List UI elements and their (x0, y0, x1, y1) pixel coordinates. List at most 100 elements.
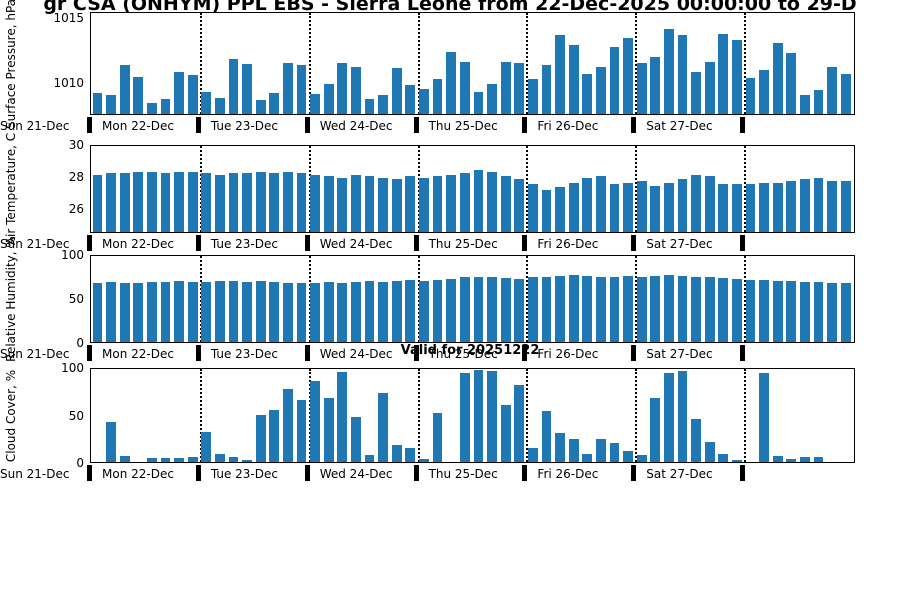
bar (106, 281, 116, 342)
bar (555, 433, 565, 462)
bar (269, 410, 280, 462)
bar (310, 381, 320, 462)
y-axis-label: Relative Humidity, % (4, 236, 18, 362)
bar (228, 59, 239, 114)
bar (745, 77, 756, 114)
bar (296, 282, 307, 342)
bar (459, 372, 470, 462)
bar (636, 454, 647, 462)
x-day-label: Tue 23-Dec (210, 237, 278, 251)
bar (269, 92, 280, 114)
bar (827, 66, 838, 114)
bar (405, 85, 416, 114)
bar (487, 84, 497, 114)
bar (174, 171, 184, 232)
bar (623, 275, 633, 342)
day-boundary-gridline (417, 146, 420, 232)
bar (527, 448, 538, 462)
bar (201, 281, 212, 342)
bar (827, 282, 838, 342)
x-axis-row: Sun 21-Dec Mon 22-Dec Tue 23-Dec Wed 24-Dec… (0, 465, 900, 483)
bar (283, 171, 293, 232)
x-tick-mark (413, 235, 419, 251)
bar (283, 389, 293, 462)
bar (378, 95, 389, 114)
bar (745, 279, 756, 342)
bar (323, 281, 334, 342)
bar (405, 279, 416, 342)
bar (133, 171, 144, 232)
x-day-label: Mon 22-Dec (102, 467, 174, 481)
day-boundary-gridline (635, 256, 638, 342)
bar (106, 421, 116, 462)
x-tick-mark (740, 117, 746, 133)
bar (568, 274, 579, 342)
x-tick-mark (631, 117, 637, 133)
bar (623, 182, 633, 232)
bar (609, 46, 620, 114)
bar (677, 179, 688, 232)
bar (473, 170, 484, 232)
y-tick-label: 0 (76, 336, 84, 350)
bar (174, 71, 184, 114)
bar (351, 281, 361, 342)
day-boundary-gridline (199, 256, 202, 342)
x-day-label: Wed 24-Dec (319, 347, 393, 361)
x-axis-row: Sun 21-Dec Mon 22-Dec Tue 23-Dec Wed 24-Dec… (0, 235, 900, 253)
plot-area-0 (90, 12, 855, 115)
x-tick-mark (631, 345, 637, 361)
bar (691, 174, 701, 232)
bar (92, 174, 103, 232)
bar (813, 281, 824, 342)
day-boundary-gridline (635, 146, 638, 232)
bar (133, 76, 144, 114)
bar (800, 281, 810, 342)
bar (201, 91, 212, 114)
bar (800, 95, 810, 114)
bar (664, 182, 674, 232)
bar (446, 174, 457, 232)
bar (732, 460, 742, 462)
bar (378, 281, 389, 342)
bar (214, 453, 225, 462)
x-day-label: Mon 22-Dec (102, 347, 174, 361)
y-axis-label: Surface Pressure, hPa (4, 0, 18, 129)
x-day-label: Sat 27-Dec (646, 467, 713, 481)
bar (650, 397, 661, 462)
bar (214, 174, 225, 232)
bar (119, 282, 130, 342)
bar (242, 281, 252, 342)
bar (677, 275, 688, 342)
bar (119, 65, 130, 114)
bar (364, 280, 375, 342)
bar (146, 171, 157, 232)
plot-area-3 (90, 368, 855, 463)
bar (732, 40, 742, 114)
bar (759, 372, 770, 462)
day-boundary-gridline (526, 256, 529, 342)
x-tick-mark (631, 235, 637, 251)
y-tick-label: 100 (61, 361, 84, 375)
bar (133, 282, 144, 342)
bar (555, 275, 565, 342)
bar (310, 282, 320, 342)
bar (405, 448, 416, 462)
bar (351, 416, 361, 462)
day-boundary-gridline (526, 146, 529, 232)
x-tick-mark (413, 345, 419, 361)
bar (636, 181, 647, 232)
bar (759, 279, 770, 342)
bar (677, 370, 688, 462)
valid-for-label: Valid for 20251222 (400, 343, 540, 358)
bar (146, 458, 157, 462)
bar (214, 97, 225, 114)
bar (255, 280, 266, 342)
bar (419, 89, 429, 114)
bar (650, 275, 661, 342)
bar (840, 282, 851, 342)
bar (487, 277, 497, 342)
bar (187, 281, 198, 342)
bar (650, 185, 661, 232)
bar (827, 181, 838, 232)
x-day-label: Sat 27-Dec (646, 347, 713, 361)
